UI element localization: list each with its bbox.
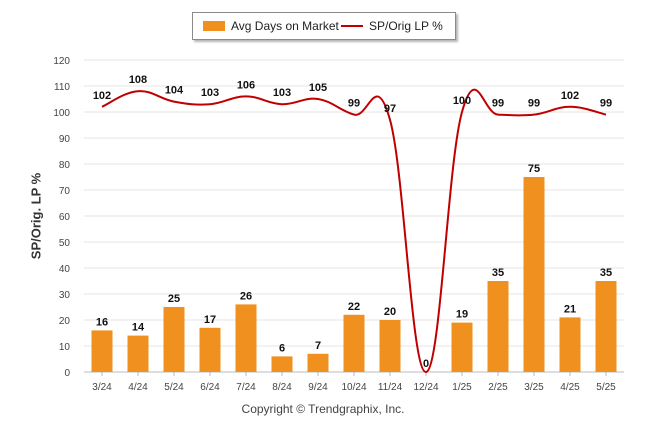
line-data-label: 100 [453,95,471,107]
line-data-label: 103 [273,87,291,99]
y-tick-label: 120 [53,56,70,67]
y-tick-label: 80 [59,160,71,171]
line-data-label: 99 [348,98,360,110]
line-series-sp-orig-lp [101,88,607,374]
y-tick-label: 90 [59,134,71,145]
x-tick-label: 1/25 [452,382,472,393]
bar-data-label: 25 [168,293,180,305]
y-tick-label: 50 [59,238,71,249]
x-tick-label: 4/25 [560,382,580,393]
x-tick-label: 12/24 [413,382,438,393]
line-data-label: 99 [492,98,504,110]
x-tick-label: 3/24 [92,382,112,393]
x-tick-label: 2/25 [488,382,508,393]
x-tick-label: 7/24 [236,382,256,393]
bar [343,314,365,372]
bar-data-label: 0 [423,358,429,370]
line-data-label: 99 [528,98,540,110]
sp-orig-lp-line [101,88,607,374]
line-data-label: 105 [309,82,327,94]
bar-data-label: 7 [315,340,321,352]
y-tick-label: 110 [54,82,70,93]
bar [199,327,221,372]
x-tick-label: 3/25 [524,382,544,393]
line-data-label: 108 [129,74,147,86]
bar [559,317,581,372]
legend-bar-swatch [203,21,225,31]
x-tick-label: 4/24 [128,382,148,393]
bar [235,304,257,372]
x-tick-label: 9/24 [308,382,328,393]
legend-bar-label: Avg Days on Market [231,19,339,33]
x-tick-label: 6/24 [200,382,220,393]
line-data-label: 102 [93,90,111,102]
data-labels: 16 14 25 17 26 6 7 22 20 0 19 35 75 21 35 102 108 104 103 1… [93,74,612,370]
x-tick-label: 5/24 [164,382,184,393]
bar [595,281,617,372]
y-tick-label: 60 [59,212,71,223]
bar-data-label: 35 [492,267,504,279]
bar [163,307,185,372]
bar [379,320,401,372]
y-tick-label: 20 [59,316,71,327]
bar-data-label: 35 [600,267,612,279]
line-data-label: 99 [600,98,612,110]
bar [523,177,545,372]
bar [451,322,473,372]
y-tick-label: 100 [53,108,70,119]
legend-line-label: SP/Orig LP % [369,19,443,33]
y-tick-label: 30 [59,290,71,301]
bar-data-label: 17 [204,314,216,326]
legend-item-sp-orig: SP/Orig LP % [341,19,443,33]
bar-data-label: 6 [279,342,285,354]
bar-data-label: 16 [96,316,108,328]
y-tick-label: 0 [64,368,70,379]
y-tick-label: 10 [59,342,71,353]
line-data-label: 97 [384,103,396,115]
bar [307,353,329,372]
x-tick-label: 10/24 [341,382,366,393]
copyright-footer: Copyright © Trendgraphix, Inc. [241,402,405,416]
bar-data-label: 14 [132,322,145,334]
bar-data-label: 21 [564,303,576,315]
bar-data-label: 20 [384,306,396,318]
legend-item-avg-days: Avg Days on Market [203,19,339,33]
x-tick-label: 5/25 [596,382,616,393]
bar-data-label: 26 [240,290,252,302]
y-axis-title: SP/Orig. LP % [28,172,44,260]
x-tick-label: 11/24 [378,382,403,393]
y-tick-label: 70 [59,186,71,197]
x-tick-label: 8/24 [272,382,292,393]
bar-data-label: 19 [456,309,468,321]
bar-data-label: 75 [528,163,540,175]
bar [487,281,509,372]
bar [127,335,149,372]
line-data-label: 104 [165,85,184,97]
line-data-label: 103 [201,87,219,99]
y-tick-label: 40 [59,264,71,275]
chart-legend: Avg Days on Market SP/Orig LP % [192,12,456,40]
bar [271,356,293,372]
bar-series-avg-days [91,177,617,372]
legend-line-swatch [341,25,363,27]
bar [91,330,113,372]
line-data-label: 106 [237,79,255,91]
bar-data-label: 22 [348,301,360,313]
line-data-label: 102 [561,90,579,102]
